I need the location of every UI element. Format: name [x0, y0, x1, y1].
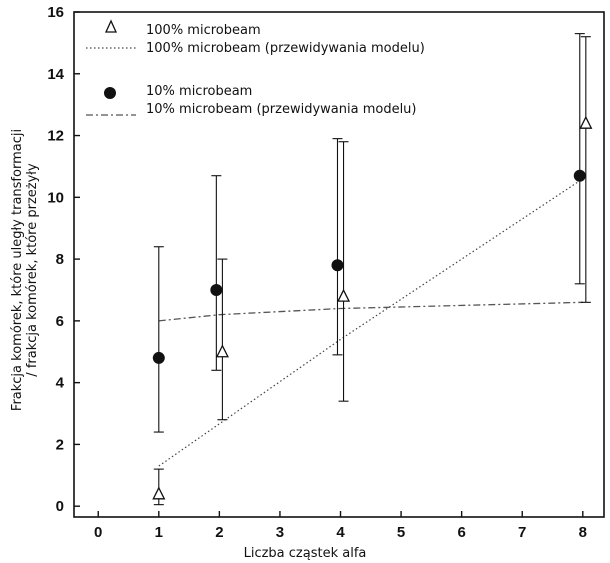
- y-axis-title: Frakcja komórek, które uległy transforma…: [10, 129, 40, 411]
- x-tick-label: 4: [336, 524, 345, 541]
- y-tick-label: 0: [56, 498, 64, 515]
- point-10-microbeam: [331, 259, 343, 271]
- legend: 100% microbeam 100% microbeam (przewidyw…: [86, 21, 425, 117]
- x-tick-label: 5: [397, 524, 405, 541]
- legend-label-10-microbeam: 10% microbeam: [146, 84, 252, 99]
- x-tick-label: 0: [94, 524, 102, 541]
- y-tick-label: 6: [56, 313, 64, 330]
- y-tick-label: 8: [56, 251, 64, 268]
- legend-label-10-microbeam-model: 10% microbeam (przewidywania modelu): [146, 102, 417, 117]
- x-tick-label: 6: [457, 524, 465, 541]
- y-axis-ticks: 0 2 4 6 8 10 12 14 16: [47, 4, 80, 515]
- point-100-microbeam: [580, 117, 591, 128]
- point-10-microbeam: [574, 170, 586, 182]
- x-tick-label: 1: [155, 524, 163, 541]
- y-tick-label: 10: [47, 189, 64, 206]
- x-axis-title: Liczba cząstek alfa: [244, 546, 367, 561]
- y-axis-title-line-1: Frakcja komórek, które uległy transforma…: [10, 129, 25, 411]
- y-tick-label: 4: [56, 375, 65, 392]
- point-100-microbeam: [338, 290, 349, 301]
- legend-circle-marker: [104, 87, 116, 99]
- x-tick-label: 8: [579, 524, 587, 541]
- y-axis-title-line-2: / frakcja komórek, które przeżyły: [25, 163, 40, 377]
- legend-label-100-microbeam: 100% microbeam: [146, 23, 261, 38]
- x-tick-label: 7: [518, 524, 526, 541]
- y-tick-label: 16: [47, 4, 64, 21]
- legend-label-100-microbeam-model: 100% microbeam (przewidywania modelu): [146, 41, 425, 56]
- point-100-microbeam: [217, 346, 228, 357]
- x-axis-ticks: 0 1 2 3 4 5 6 7 8: [94, 511, 587, 541]
- y-tick-label: 2: [56, 436, 64, 453]
- point-10-microbeam: [210, 284, 222, 296]
- legend-triangle-marker: [106, 21, 116, 32]
- y-tick-label: 14: [47, 66, 64, 83]
- y-tick-label: 12: [47, 128, 64, 145]
- x-tick-label: 2: [215, 524, 223, 541]
- x-tick-label: 3: [276, 524, 284, 541]
- point-10-microbeam: [153, 352, 165, 364]
- point-100-microbeam: [153, 488, 164, 499]
